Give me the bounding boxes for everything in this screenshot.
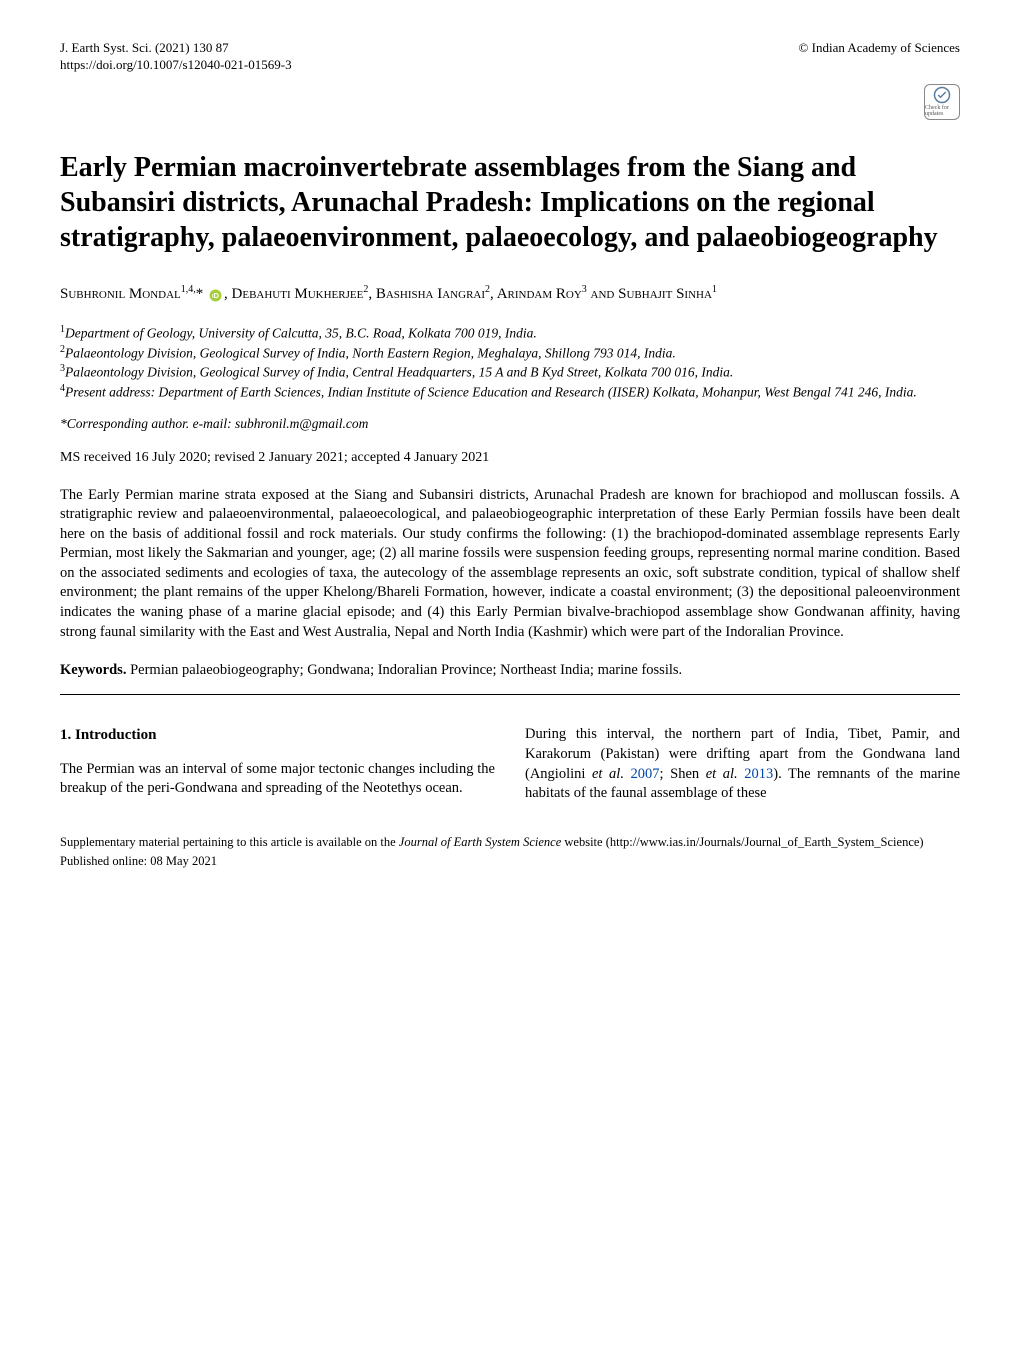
svg-text:iD: iD: [212, 291, 219, 300]
section-heading-introduction: 1. Introduction: [60, 725, 495, 745]
corresponding-author: *Corresponding author. e-mail: subhronil…: [60, 416, 960, 432]
affiliation-text: Palaeontology Division, Geological Surve…: [65, 365, 733, 380]
supplementary-note: Supplementary material pertaining to thi…: [60, 834, 960, 850]
citation-etal: et al.: [592, 766, 624, 782]
affiliation: 4Present address: Department of Earth Sc…: [60, 382, 960, 402]
journal-header: J. Earth Syst. Sci. (2021) 130 87 https:…: [60, 40, 960, 74]
author-name: Arindam Roy: [497, 286, 582, 302]
authors-line: Subhronil Mondal1,4,* iD , Debahuti Mukh…: [60, 283, 960, 305]
supp-text: website (http://www.ias.in/Journals/Jour…: [561, 835, 923, 849]
affiliation-text: Palaeontology Division, Geological Surve…: [65, 345, 676, 360]
column-right: During this interval, the northern part …: [525, 725, 960, 803]
doi-line: https://doi.org/10.1007/s12040-021-01569…: [60, 57, 292, 74]
affiliation: 1Department of Geology, University of Ca…: [60, 323, 960, 343]
author-mark: 2: [363, 284, 368, 295]
citation-etal: et al.: [706, 766, 738, 782]
check-updates-label: Check for updates: [925, 105, 959, 118]
supp-text: Supplementary material pertaining to thi…: [60, 835, 399, 849]
affiliations-block: 1Department of Geology, University of Ca…: [60, 323, 960, 402]
intro-paragraph-right: During this interval, the northern part …: [525, 725, 960, 803]
affiliation-text: Present address: Department of Earth Sci…: [65, 384, 917, 399]
orcid-icon[interactable]: iD: [209, 288, 222, 301]
body-columns: 1. Introduction The Permian was an inter…: [60, 725, 960, 803]
affiliation: 3Palaeontology Division, Geological Surv…: [60, 362, 960, 382]
author-name: Subhronil Mondal: [60, 286, 181, 302]
keywords-text: Permian palaeobiogeography; Gondwana; In…: [126, 662, 682, 678]
author-name: Debahuti Mukherjee: [232, 286, 364, 302]
section-divider: [60, 694, 960, 695]
citation-year-link[interactable]: 2013: [738, 766, 774, 782]
author-mark: 1: [712, 284, 717, 295]
publisher-credit: © Indian Academy of Sciences: [799, 40, 961, 56]
article-title: Early Permian macroinvertebrate assembla…: [60, 150, 960, 255]
abstract-text: The Early Permian marine strata exposed …: [60, 486, 960, 643]
intro-paragraph-left: The Permian was an interval of some majo…: [60, 760, 495, 799]
check-for-updates-button[interactable]: Check for updates: [924, 84, 960, 120]
check-updates-container: Check for updates: [60, 84, 960, 120]
journal-citation: J. Earth Syst. Sci. (2021) 130 87: [60, 40, 292, 57]
intro-text: ; Shen: [660, 766, 706, 782]
manuscript-dates: MS received 16 July 2020; revised 2 Janu…: [60, 450, 960, 466]
citation-year-link[interactable]: 2007: [624, 766, 660, 782]
author-mark: 2: [485, 284, 490, 295]
affiliation-text: Department of Geology, University of Cal…: [65, 325, 537, 340]
keywords-label: Keywords.: [60, 662, 126, 678]
crossmark-icon: [933, 86, 951, 104]
column-left: 1. Introduction The Permian was an inter…: [60, 725, 495, 803]
published-online: Published online: 08 May 2021: [60, 854, 960, 869]
author-mark: 1,4,: [181, 284, 196, 295]
affiliation: 2Palaeontology Division, Geological Surv…: [60, 343, 960, 363]
author-name: Bashisha Iangrai: [376, 286, 485, 302]
keywords-line: Keywords. Permian palaeobiogeography; Go…: [60, 660, 960, 680]
author-name: Subhajit Sinha: [618, 286, 712, 302]
supp-journal-name: Journal of Earth System Science: [399, 835, 561, 849]
journal-info-left: J. Earth Syst. Sci. (2021) 130 87 https:…: [60, 40, 292, 74]
author-mark: 3: [582, 284, 587, 295]
doi-link[interactable]: https://doi.org/10.1007/s12040-021-01569…: [60, 57, 292, 72]
